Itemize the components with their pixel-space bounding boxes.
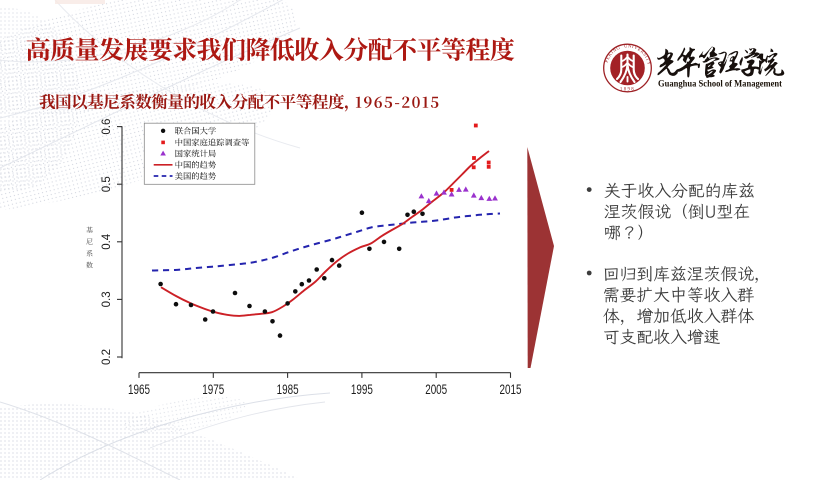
- svg-text:1965: 1965: [128, 382, 150, 397]
- svg-text:Guanghua School of Management: Guanghua School of Management: [658, 79, 783, 90]
- svg-text:0.6: 0.6: [101, 119, 113, 135]
- svg-text:1985: 1985: [277, 382, 299, 397]
- svg-text:1898: 1898: [620, 87, 635, 92]
- svg-text:0.4: 0.4: [101, 233, 113, 250]
- svg-text:2005: 2005: [425, 382, 447, 397]
- svg-text:2015: 2015: [500, 382, 522, 397]
- svg-text:0.3: 0.3: [101, 291, 113, 307]
- svg-text:1975: 1975: [202, 382, 224, 397]
- svg-text:0.2: 0.2: [101, 349, 113, 365]
- svg-text:0.5: 0.5: [101, 176, 113, 192]
- svg-text:1995: 1995: [351, 382, 373, 397]
